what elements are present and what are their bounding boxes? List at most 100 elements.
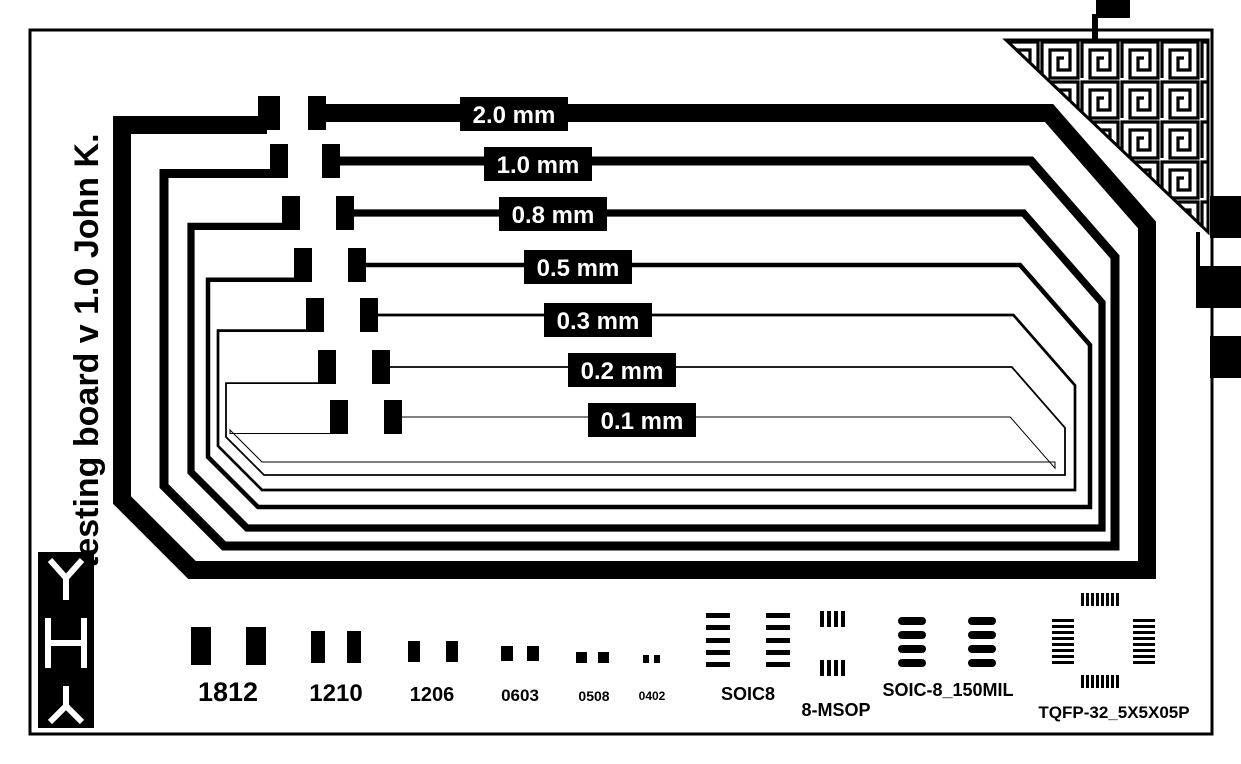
trace-label-background bbox=[568, 353, 676, 387]
trace-label: 0.3 mm bbox=[557, 308, 640, 335]
trace-1mm bbox=[159, 156, 1120, 551]
trace-labels: 2.0 mm 1.0 mm 0.8 mm 0.5 mm 0.3 mm 0.2 mm 0.1 … bbox=[460, 97, 696, 437]
tqfp-pin bbox=[1106, 593, 1109, 606]
footprint-label: 0402 bbox=[639, 689, 666, 703]
tqfp-pin bbox=[1133, 625, 1155, 628]
tqfp-pin bbox=[1086, 593, 1089, 606]
footprint-0508: 0508 bbox=[576, 652, 610, 704]
tqfp-pin bbox=[1111, 593, 1114, 606]
trace-label-background bbox=[460, 97, 568, 131]
footprint-0603: 0603 bbox=[501, 646, 539, 705]
fiducial-pad-top bbox=[1096, 0, 1130, 18]
footprint-label: SOIC-8_150MIL bbox=[882, 680, 1013, 700]
tqfp-pin bbox=[1111, 675, 1114, 688]
trace-label: 0.1 mm bbox=[601, 408, 684, 435]
tqfp-pin bbox=[1081, 675, 1084, 688]
tqfp-pin bbox=[1101, 675, 1104, 688]
tqfp-pin bbox=[1052, 649, 1074, 652]
logo-icon bbox=[38, 552, 94, 728]
trace-pad-right bbox=[384, 400, 402, 434]
footprint-label: 1812 bbox=[198, 677, 258, 707]
tqfp-pin bbox=[1086, 675, 1089, 688]
tqfp-pin bbox=[1091, 593, 1094, 606]
tqfp-pin bbox=[1052, 619, 1074, 622]
fiducial-stub bbox=[1196, 232, 1200, 268]
trace-label: 0.2 mm bbox=[581, 358, 664, 385]
board-outline bbox=[28, 28, 1214, 736]
footprint-label: 0603 bbox=[501, 686, 539, 705]
trace-pad-right bbox=[360, 298, 378, 332]
tqfp-pin bbox=[1133, 643, 1155, 646]
tqfp-pin bbox=[1133, 637, 1155, 640]
tqfp-pin bbox=[1133, 655, 1155, 658]
tqfp-pin bbox=[1101, 593, 1104, 606]
trace-pad-left bbox=[306, 298, 324, 332]
trace-pad-left bbox=[270, 144, 288, 178]
tqfp-pin bbox=[1052, 661, 1074, 664]
trace-pad-right bbox=[372, 350, 390, 384]
tqfp-pin bbox=[1052, 643, 1074, 646]
footprint-tqfp-32: TQFP-32_5X5X05P bbox=[1038, 593, 1190, 722]
trace-0.3mm bbox=[216, 313, 1077, 492]
trace-0.1mm bbox=[229, 416, 1056, 470]
tqfp-pin bbox=[1133, 649, 1155, 652]
trace-label: 0.8 mm bbox=[512, 202, 595, 229]
trace-0.8mm bbox=[187, 209, 1106, 532]
trace-label: 2.0 mm bbox=[473, 102, 556, 129]
tqfp-pin bbox=[1081, 593, 1084, 606]
trace-label-background bbox=[544, 303, 652, 337]
footprint-label: 1210 bbox=[309, 680, 362, 707]
trace-label-background bbox=[499, 197, 607, 231]
trace-pad-right bbox=[336, 196, 354, 230]
footprint-label: TQFP-32_5X5X05P bbox=[1038, 703, 1189, 722]
footprint-label: 8-MSOP bbox=[801, 700, 870, 720]
footprint-soic8: SOIC8 bbox=[706, 613, 790, 704]
width-test-traces bbox=[113, 96, 1156, 579]
trace-0.2mm bbox=[225, 366, 1066, 476]
tqfp-pin bbox=[1052, 625, 1074, 628]
trace-pad-right bbox=[308, 96, 326, 130]
board-title: testing board v 1.0 John K. bbox=[68, 133, 106, 568]
fiducial-pad-top-stub bbox=[1092, 14, 1098, 42]
footprint-8-msop: 8-MSOP bbox=[801, 611, 871, 720]
footprint-0402: 0402 bbox=[639, 655, 666, 703]
footprint-1206: 1206 bbox=[408, 641, 458, 706]
greek-key-pattern-icon bbox=[1002, 38, 1210, 236]
footprint-label: 1206 bbox=[410, 684, 455, 706]
fiducial-pad-right-1 bbox=[1210, 196, 1241, 238]
footprint-label: 0508 bbox=[578, 688, 609, 704]
tqfp-pin bbox=[1133, 631, 1155, 634]
trace-pad-left bbox=[282, 196, 300, 230]
footprint-1812: 1812 bbox=[191, 627, 266, 707]
trace-pad-right bbox=[348, 248, 366, 282]
trace-0.5mm bbox=[205, 262, 1093, 510]
tqfp-pin bbox=[1052, 631, 1074, 634]
trace-label-background bbox=[588, 403, 696, 437]
trace-label-background bbox=[524, 250, 632, 284]
footprint-soic-8-150mil: SOIC-8_150MIL bbox=[882, 617, 1014, 700]
trace-2mm bbox=[113, 104, 1156, 579]
tqfp-pin bbox=[1096, 593, 1099, 606]
trace-label-background bbox=[484, 147, 592, 181]
tqfp-pin bbox=[1091, 675, 1094, 688]
tqfp-pin bbox=[1106, 675, 1109, 688]
trace-label: 0.5 mm bbox=[537, 255, 620, 282]
tqfp-pin bbox=[1052, 655, 1074, 658]
fiducial-pad-right-3 bbox=[1210, 336, 1241, 378]
trace-pad-left bbox=[294, 248, 312, 282]
footprint-label: SOIC8 bbox=[721, 684, 775, 704]
trace-pad-left bbox=[330, 400, 348, 434]
tqfp-pin bbox=[1133, 619, 1155, 622]
trace-pad-right bbox=[322, 144, 340, 178]
trace-pad-left bbox=[258, 96, 280, 130]
footprint-1210: 1210 bbox=[309, 631, 363, 707]
tqfp-pin bbox=[1096, 675, 1099, 688]
trace-label: 1.0 mm bbox=[497, 152, 580, 179]
tqfp-pin bbox=[1133, 661, 1155, 664]
fiducial-pad-right-2 bbox=[1196, 266, 1241, 308]
tqfp-pin bbox=[1116, 675, 1119, 688]
tqfp-pin bbox=[1052, 637, 1074, 640]
trace-pad-left bbox=[318, 350, 336, 384]
tqfp-pin bbox=[1116, 593, 1119, 606]
